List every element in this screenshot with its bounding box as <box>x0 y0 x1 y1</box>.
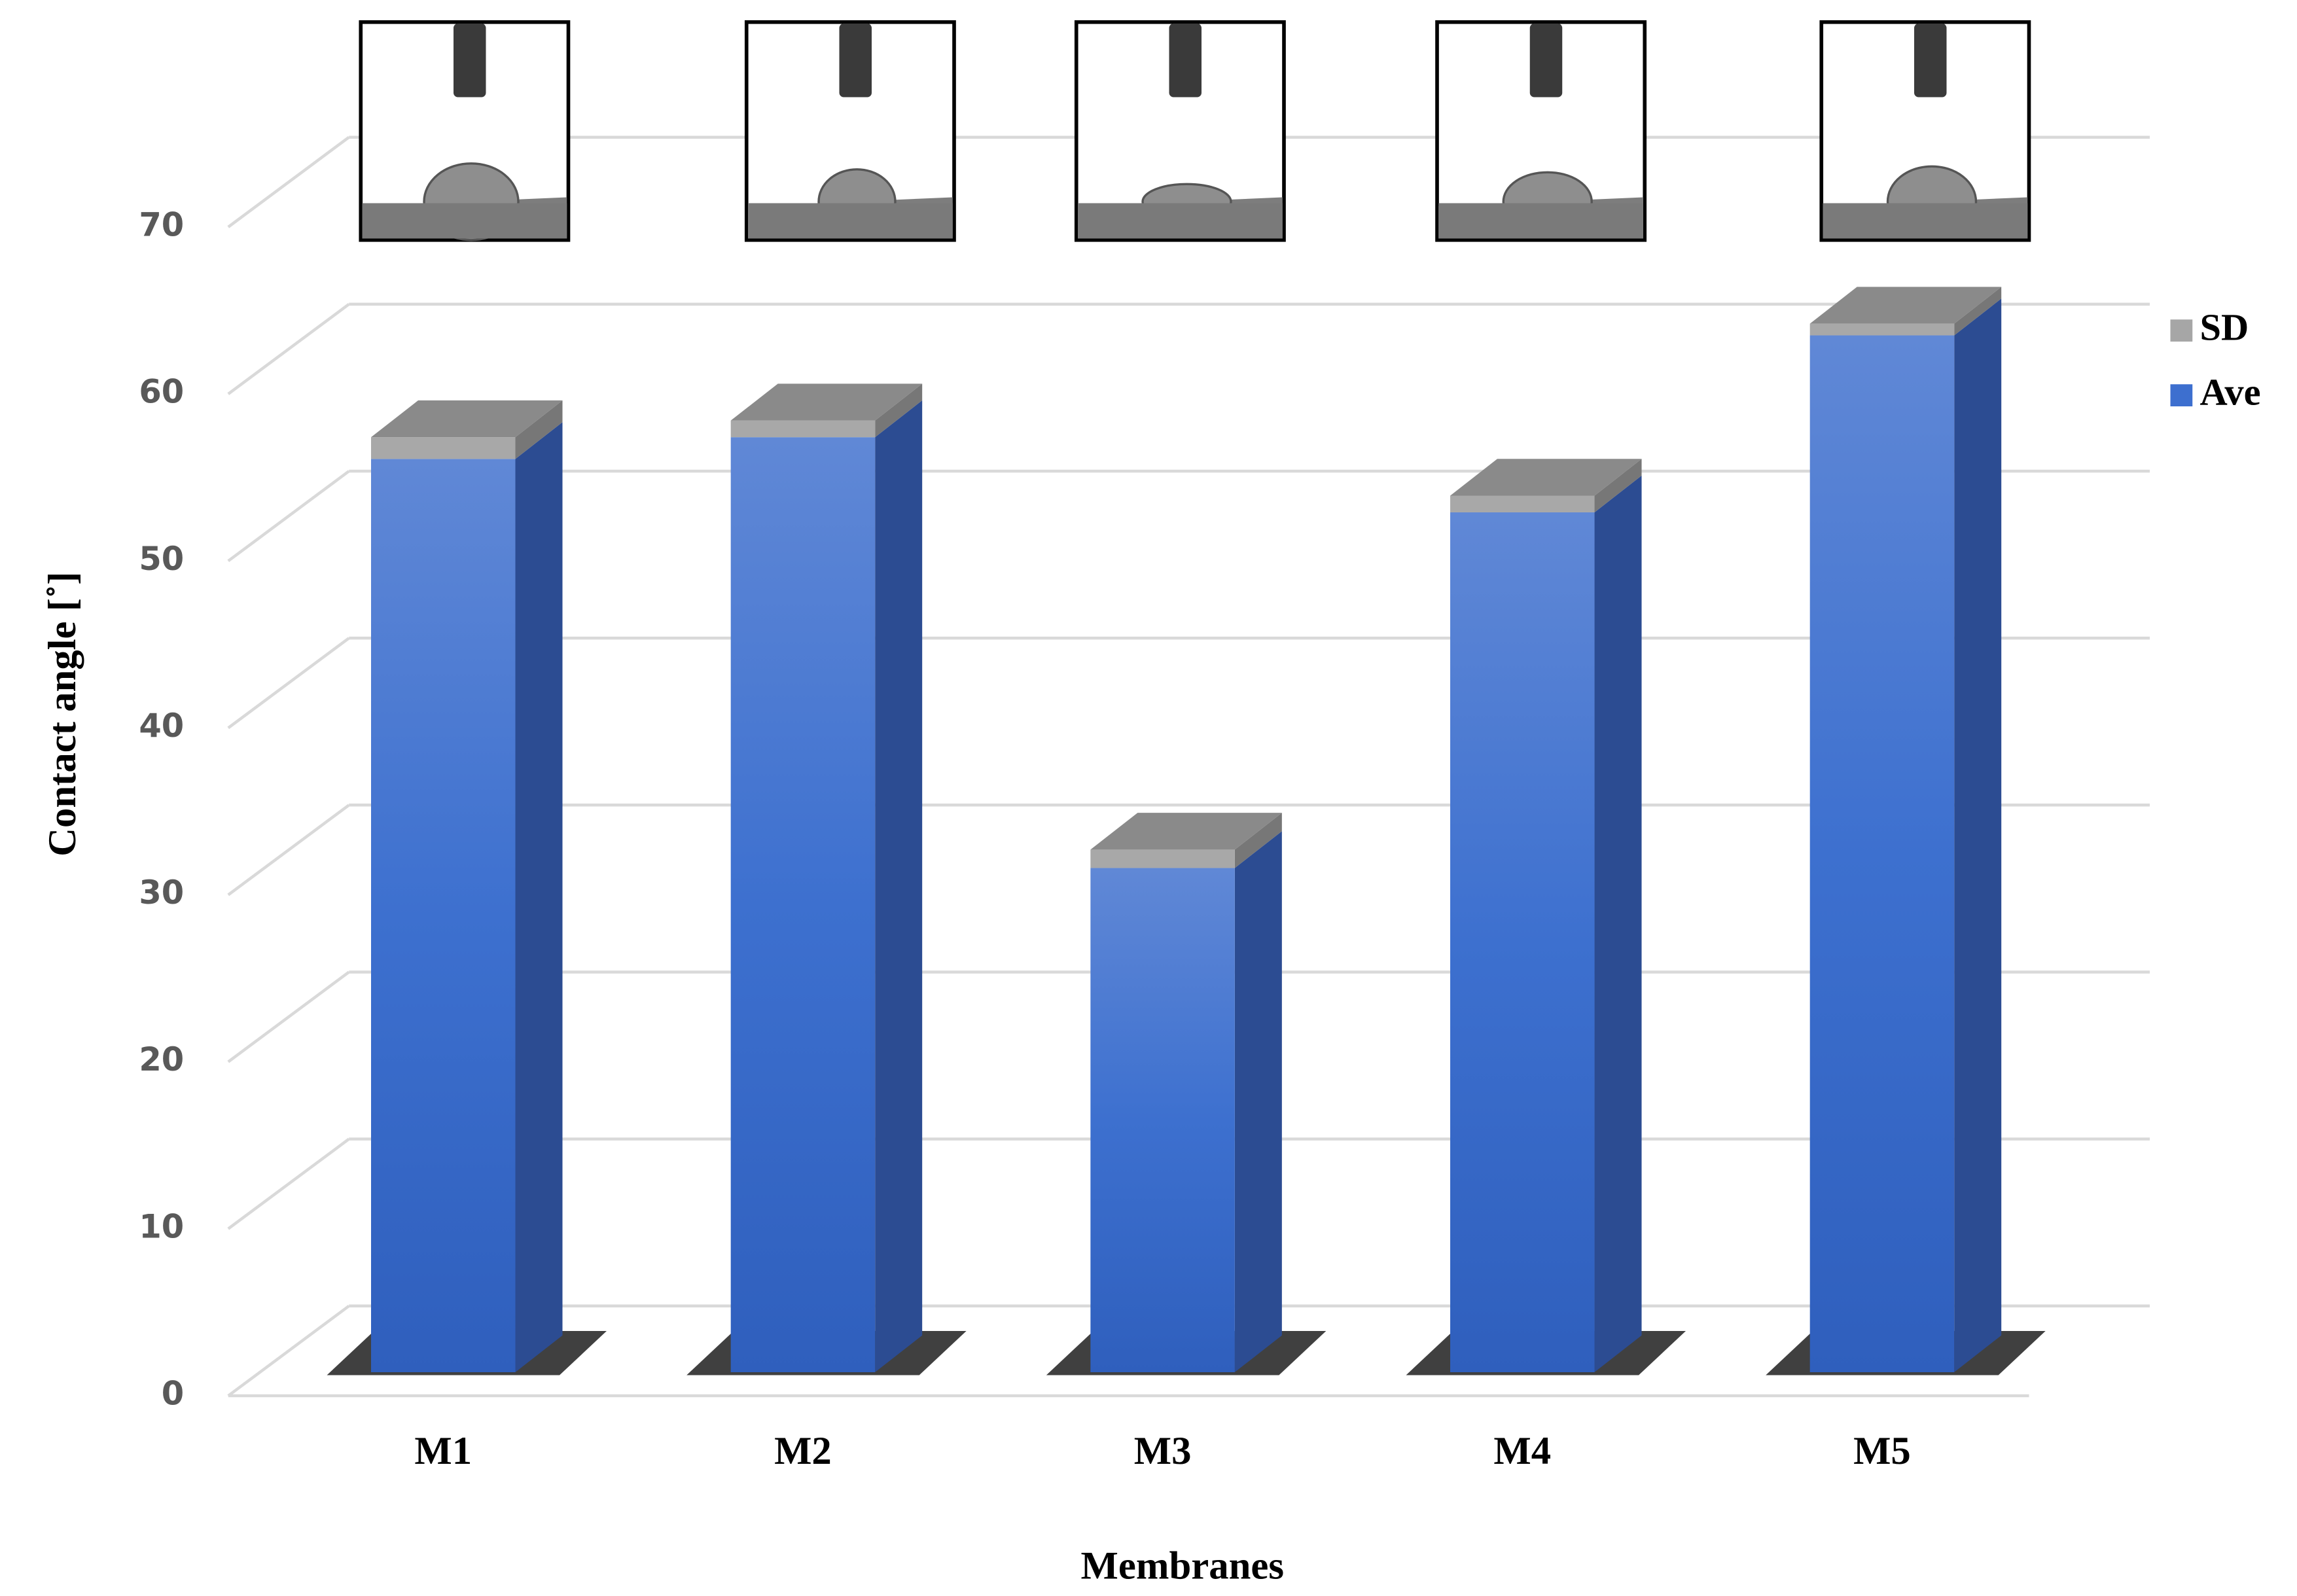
droplet-image <box>1435 20 1647 242</box>
bar-side <box>875 383 923 438</box>
bar <box>730 420 876 438</box>
y-tick-label: 50 <box>139 540 184 578</box>
x-tick-label: M2 <box>774 1429 832 1473</box>
grid-line-side <box>227 1137 350 1230</box>
needle <box>839 24 872 98</box>
y-tick-label: 60 <box>139 373 184 411</box>
y-tick-label: 40 <box>139 707 184 745</box>
droplet-image <box>744 20 956 242</box>
needle <box>454 24 486 98</box>
bar-side <box>1954 287 2002 336</box>
bar-top <box>371 400 563 438</box>
bar <box>371 437 516 459</box>
droplet-cut <box>1438 203 1643 239</box>
y-tick-label: 0 <box>162 1375 184 1413</box>
droplet-cut <box>748 203 953 239</box>
bar-side <box>515 422 563 1372</box>
needle <box>1914 24 1947 98</box>
bar-side <box>515 400 563 459</box>
legend-swatch <box>2170 319 2193 342</box>
bar-top <box>1809 287 2002 324</box>
bar <box>730 437 876 1373</box>
y-tick-label: 30 <box>139 874 184 912</box>
bar-side <box>1234 831 1282 1372</box>
legend-label: Ave <box>2200 371 2261 414</box>
bar <box>371 459 516 1372</box>
needle <box>1529 24 1563 98</box>
y-axis-title: Contact angle [˚] <box>41 572 84 857</box>
bar-side <box>1954 298 2002 1372</box>
grid-line-side <box>227 135 350 228</box>
y-tick-label: 70 <box>139 205 184 243</box>
grid-line-side <box>227 804 350 896</box>
bar-side <box>875 400 923 1373</box>
grid-line-side <box>227 303 350 395</box>
bar-side <box>1234 813 1282 868</box>
grid-line-side <box>227 470 350 563</box>
droplet-image <box>359 20 571 242</box>
grid-line-side <box>227 970 350 1063</box>
bar <box>1809 335 1955 1372</box>
grid-line-side <box>227 637 350 730</box>
droplet-cut <box>1823 203 2028 239</box>
droplet-image <box>1074 20 1286 242</box>
x-tick-label: M5 <box>1853 1429 1911 1473</box>
x-tick-label: M4 <box>1493 1429 1551 1473</box>
legend-label: SD <box>2200 306 2249 349</box>
bar-top <box>1450 459 1642 496</box>
bar <box>1090 849 1235 868</box>
x-tick-label: M3 <box>1134 1429 1192 1473</box>
bar <box>1450 512 1595 1372</box>
plot: Contact angle [˚] Membranes 0 10 20 30 40 50 6… <box>41 20 2261 1587</box>
bar-side <box>1594 475 1642 1372</box>
bar-side <box>1594 459 1642 512</box>
droplet-image <box>1819 20 2031 242</box>
grid-line-side <box>227 1304 350 1397</box>
bar <box>1809 323 1955 336</box>
bar <box>1450 495 1595 512</box>
y-tick-label: 20 <box>139 1040 184 1078</box>
bar-top <box>730 383 923 421</box>
bar-top <box>1090 813 1282 850</box>
y-tick-label: 10 <box>139 1207 184 1245</box>
droplet-cut <box>362 203 567 239</box>
needle <box>1169 24 1202 98</box>
x-axis-title: Membranes <box>1081 1544 1284 1587</box>
bar <box>1090 868 1235 1372</box>
x-tick-label: M1 <box>414 1429 472 1473</box>
legend-swatch <box>2170 384 2193 406</box>
droplet-cut <box>1078 203 1283 239</box>
